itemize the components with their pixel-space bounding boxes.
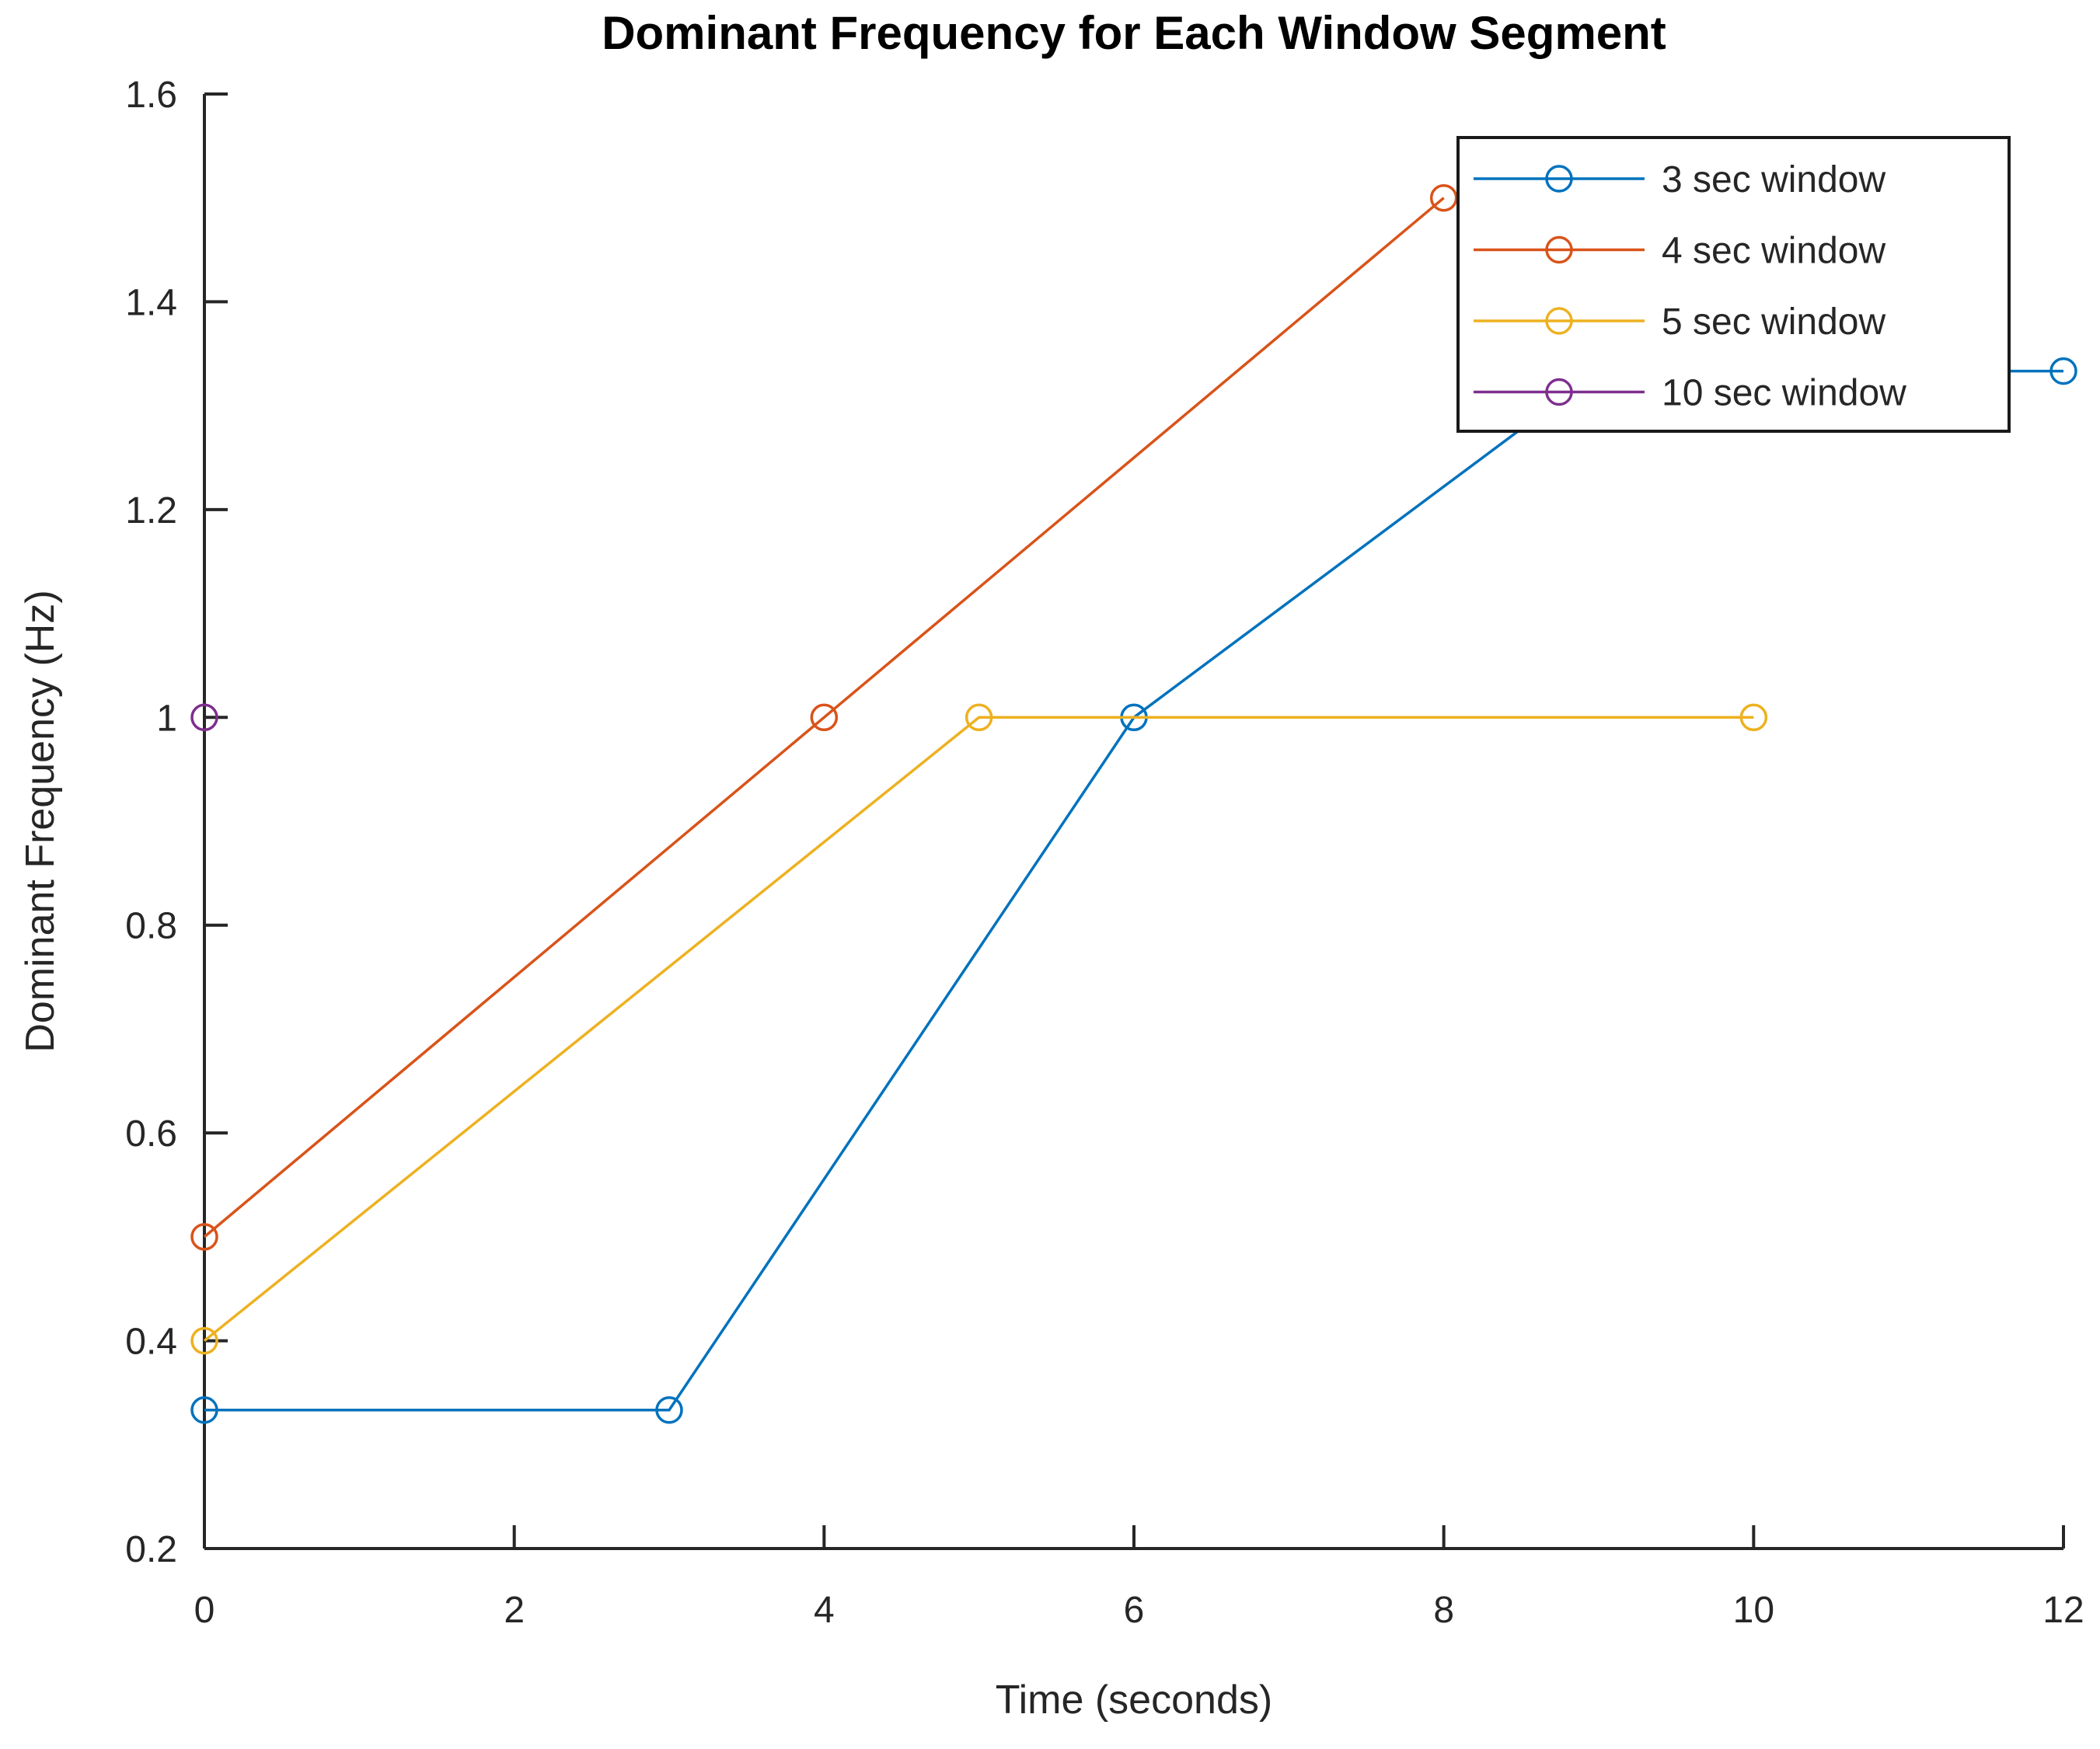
y-tick-label: 0.8 [125, 906, 177, 947]
legend-entry-label: 5 sec window [1662, 301, 1885, 343]
x-tick-label: 0 [194, 1590, 215, 1631]
y-tick-label: 0.4 [125, 1322, 177, 1363]
y-tick-label: 0.2 [125, 1529, 177, 1570]
y-tick-label: 1 [156, 698, 177, 739]
legend-marker-4-sec-window [1545, 235, 1573, 264]
chart-title: Dominant Frequency for Each Window Segme… [602, 7, 1666, 59]
x-tick-label: 10 [1733, 1590, 1774, 1631]
legend-entry-label: 10 sec window [1662, 373, 1906, 414]
y-tick-label: 0.6 [125, 1113, 177, 1155]
legend-marker-10-sec-window [1545, 378, 1573, 406]
data-point-marker-3-sec-window [2049, 357, 2077, 385]
data-point-marker-5-sec-window [1739, 703, 1768, 732]
x-tick-label: 2 [504, 1590, 525, 1631]
legend-marker-5-sec-window [1545, 307, 1573, 335]
data-point-marker-4-sec-window [810, 703, 839, 732]
data-point-marker-5-sec-window [190, 1326, 218, 1355]
x-axis-label: Time (seconds) [995, 1678, 1273, 1723]
data-point-marker-10-sec-window [190, 703, 218, 732]
data-point-marker-5-sec-window [965, 703, 993, 732]
series-line-4-sec-window [203, 197, 1445, 1239]
x-tick-label: 6 [1124, 1590, 1145, 1631]
x-tick-label: 8 [1433, 1590, 1454, 1631]
legend-marker-3-sec-window [1545, 165, 1573, 193]
y-tick-label: 1.2 [125, 490, 177, 531]
data-point-marker-4-sec-window [1429, 183, 1458, 212]
legend-entry-label: 3 sec window [1662, 159, 1885, 200]
y-tick-label: 1.4 [125, 282, 177, 323]
legend-entry-label: 4 sec window [1662, 231, 1885, 272]
data-point-marker-4-sec-window [190, 1223, 218, 1251]
x-tick-label: 12 [2042, 1590, 2084, 1631]
data-point-marker-3-sec-window [190, 1396, 218, 1424]
x-tick-label: 4 [814, 1590, 835, 1631]
y-tick-label: 1.6 [125, 75, 177, 116]
series-line-3-sec-window [204, 369, 2063, 1412]
series-line-5-sec-window [203, 716, 1754, 1342]
data-point-marker-3-sec-window [655, 1396, 683, 1424]
